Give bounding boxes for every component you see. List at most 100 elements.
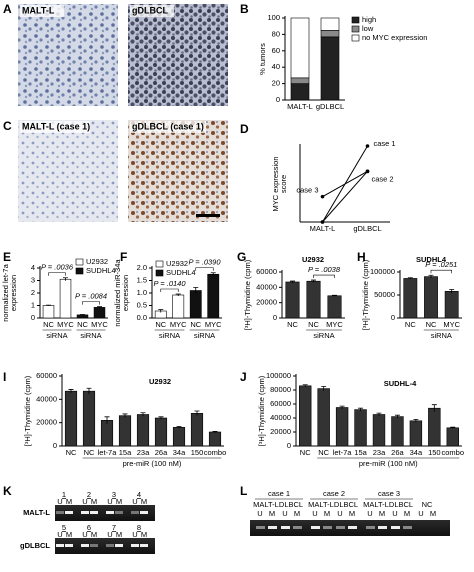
gel-band: [81, 511, 89, 514]
x-tick-label: 23a: [373, 448, 386, 457]
lane-number: 5: [62, 523, 66, 532]
gel-band: [391, 526, 400, 529]
label-bg: [20, 121, 90, 133]
x-tick-label: NC: [77, 320, 88, 329]
lane-mark: U: [418, 509, 423, 518]
y-tick-label: 40: [272, 62, 280, 71]
bar: [391, 416, 404, 447]
lane-number: 4: [137, 490, 141, 499]
bar-segment: [290, 83, 310, 101]
error-bar: [290, 280, 295, 283]
bar: [208, 431, 222, 447]
panel-letter: H: [357, 250, 366, 264]
y-tick-label: 2: [31, 288, 35, 297]
y-axis-label: MYC expression: [271, 156, 280, 211]
lane-mark: M: [324, 509, 330, 518]
y-axis-label: [³H]-Thymidine (cpm): [243, 259, 252, 330]
lane-mark: U: [57, 530, 62, 539]
error-bar: [194, 410, 200, 416]
x-tick-label: NC: [308, 320, 319, 329]
lane-mark: M: [141, 497, 147, 506]
bar: [444, 291, 459, 319]
lane-mark: U: [82, 530, 87, 539]
micrograph: [128, 4, 228, 106]
gel: [55, 505, 155, 521]
y-tick-label: 4: [31, 263, 35, 272]
legend-label: U2932: [86, 257, 108, 266]
label-bg: [130, 121, 206, 133]
legend-label: SUDHL4: [166, 268, 196, 277]
legend-swatch: [75, 258, 84, 266]
lane-mark: U: [132, 497, 137, 506]
lane-mark: M: [430, 509, 436, 518]
gel-band: [256, 526, 265, 529]
lane-mark: U: [82, 497, 87, 506]
image-label: gDLBCL (case 1): [132, 121, 204, 131]
gel-band: [90, 511, 98, 514]
y-axis-label: score: [279, 175, 288, 193]
control-label: NC: [422, 500, 433, 509]
y-axis-label: normalized let-7a: [1, 263, 10, 321]
lane-number: 7: [112, 523, 116, 532]
case-label: case 1: [268, 489, 290, 498]
x-tick-label: 34a: [410, 448, 423, 457]
lane-mark: U: [107, 497, 112, 506]
error-bar: [158, 416, 164, 420]
gel-band: [131, 511, 139, 514]
lane-mark: U: [282, 509, 287, 518]
legend-swatch: [351, 34, 360, 42]
panel-letter: K: [3, 484, 12, 498]
gel-band: [81, 544, 89, 547]
group-label: siRNA: [431, 331, 452, 340]
lane-mark: M: [349, 509, 355, 518]
lane-mark: U: [257, 509, 262, 518]
y-tick-label: 0.0: [137, 313, 147, 322]
gel-band: [348, 526, 357, 529]
error-bar: [80, 314, 85, 316]
x-tick-label: MYC: [57, 320, 74, 329]
lane-mark: M: [66, 530, 72, 539]
annotation: P = .0084: [75, 292, 107, 301]
y-tick-label: 0: [391, 313, 395, 322]
gel-band: [106, 544, 114, 547]
bar: [42, 305, 55, 319]
bar: [299, 385, 312, 447]
error-bar: [68, 389, 74, 393]
lane-mark: M: [116, 530, 122, 539]
error-bar: [407, 277, 413, 280]
y-tick-label: 60000: [36, 371, 57, 380]
lane-mark: U: [57, 497, 62, 506]
gel-band: [131, 544, 139, 547]
error-bar: [176, 426, 182, 429]
gel-band: [90, 544, 98, 547]
bar-segment: [320, 29, 340, 38]
image-label: MALT-L (case 1): [22, 121, 90, 131]
micrograph: [18, 4, 118, 106]
bar: [335, 407, 349, 447]
lane-mark: M: [379, 509, 385, 518]
bar-segment: [290, 17, 310, 79]
y-axis-label: expression: [9, 275, 18, 311]
error-bar: [193, 287, 199, 294]
lane-mark: M: [404, 509, 410, 518]
sample-label: MALT-L: [253, 500, 279, 509]
sample-label: DLBCL: [389, 500, 413, 509]
lane-mark: U: [367, 509, 372, 518]
panel-letter: I: [3, 370, 6, 384]
y-axis-label: expression: [121, 275, 130, 311]
annotation: P = .0140: [153, 279, 186, 288]
chart-title: SUDHL4: [416, 255, 447, 264]
group-label: siRNA: [313, 331, 334, 340]
x-tick-label: MYC: [205, 320, 222, 329]
x-tick-label: MYC: [443, 320, 460, 329]
lane-number: 6: [87, 523, 91, 532]
x-tick-label: MALT-L: [287, 102, 313, 111]
error-bar: [413, 419, 419, 423]
error-bar: [302, 384, 308, 387]
bar: [285, 281, 300, 319]
bar: [403, 278, 418, 319]
y-tick-label: 100000: [266, 371, 291, 380]
error-bar: [210, 272, 216, 276]
y-tick-label: 0: [273, 313, 277, 322]
